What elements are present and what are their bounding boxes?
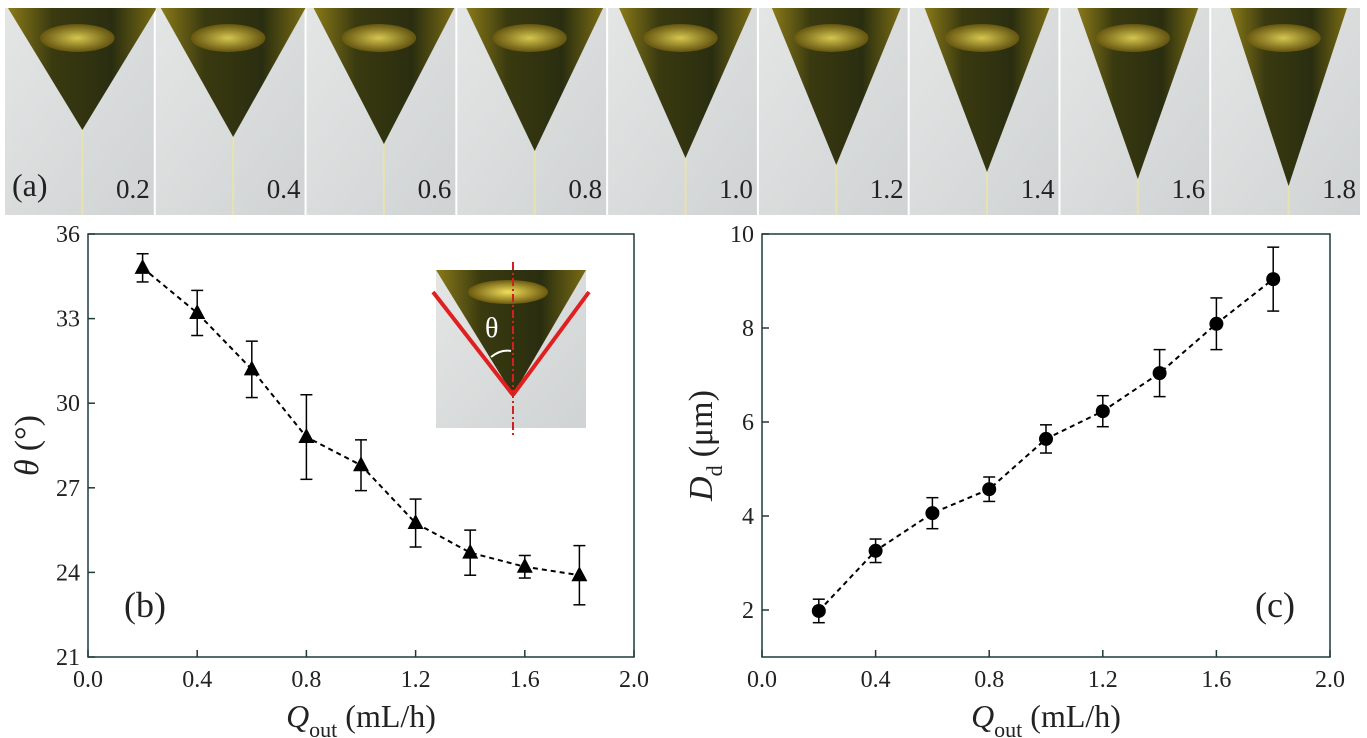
y-tick-label: 10 — [730, 222, 754, 248]
y-tick-label: 30 — [56, 391, 80, 417]
x-axis-label: Qout (mL/h) — [286, 698, 436, 738]
panel-label: (a) — [12, 167, 48, 203]
chart-panel: 0.0 0.4 0.8 1.2 1.6 2.0 2 4 6 8 10 Qout (mL/h) Dd (μm)… — [683, 222, 1345, 738]
marker — [244, 360, 260, 375]
photo-frame: 0.6 — [307, 8, 456, 215]
cone-glow — [191, 24, 265, 52]
marker — [1266, 272, 1280, 286]
photo-frame: 0.8 — [457, 8, 606, 215]
x-tick-label: 1.6 — [1201, 667, 1231, 693]
inset-glow — [468, 280, 548, 304]
marker — [925, 506, 939, 520]
marker — [189, 304, 205, 319]
y-tick-label: 24 — [56, 560, 80, 586]
x-tick-label: 1.2 — [401, 667, 431, 693]
y-axis-label: Dd (μm) — [683, 390, 727, 502]
x-label-subscript: out — [309, 717, 337, 738]
y-label-subscript: d — [702, 465, 727, 476]
frame-label: 0.2 — [116, 174, 150, 204]
cone-glow — [945, 24, 1019, 52]
x-label-symbol: Q — [971, 698, 994, 734]
y-tick-label: 21 — [56, 645, 80, 671]
y-label-unit: (μm) — [683, 390, 720, 457]
frame-label: 0.6 — [418, 174, 452, 204]
frame-label: 1.6 — [1171, 174, 1205, 204]
cone-glow — [342, 24, 416, 52]
cone-glow — [493, 24, 567, 52]
y-tick-label: 27 — [56, 476, 80, 502]
frame-label: 0.8 — [568, 174, 602, 204]
x-tick-label: 2.0 — [1315, 667, 1345, 693]
photo-frame: 1.2 — [759, 8, 908, 215]
marker — [869, 544, 883, 558]
x-label-unit: (mL/h) — [345, 698, 436, 734]
x-tick-label: 0.4 — [861, 667, 891, 693]
frame-label: 1.8 — [1322, 174, 1356, 204]
cone-glow — [794, 24, 868, 52]
panel-label: (b) — [124, 585, 166, 625]
x-label-subscript: out — [994, 717, 1022, 738]
marker — [1096, 404, 1110, 418]
x-label-symbol: Q — [286, 698, 309, 734]
y-label-symbol: D — [683, 476, 720, 502]
marker — [353, 456, 369, 471]
cone-glow — [643, 24, 717, 52]
marker — [982, 482, 996, 496]
marker — [812, 604, 826, 618]
marker — [135, 259, 151, 274]
x-tick-label: 0.0 — [747, 667, 777, 693]
x-tick-label: 0.4 — [182, 667, 212, 693]
y-tick-label: 8 — [742, 316, 754, 342]
x-label-unit: (mL/h) — [1030, 698, 1121, 734]
y-tick-label: 4 — [742, 504, 754, 530]
x-tick-label: 2.0 — [619, 667, 649, 693]
y-tick-label: 2 — [742, 598, 754, 624]
x-axis-label: Qout (mL/h) — [971, 698, 1121, 738]
y-tick-label: 6 — [742, 410, 754, 436]
cone-glow — [1246, 24, 1320, 52]
y-tick-label: 36 — [56, 222, 80, 248]
panel-label: (c) — [1255, 585, 1295, 625]
marker — [1209, 317, 1223, 331]
y-tick-label: 33 — [56, 307, 80, 333]
photo-frame: 0.4 — [156, 8, 306, 215]
figure: 0.2 0.4 0.6 0.8 1.0 1.2 1.4 1.6 1.8 (a) 0.0 0.4 0.8… — [0, 0, 1367, 738]
frame-label: 1.4 — [1021, 174, 1055, 204]
y-axis-label: θ (°) — [9, 415, 46, 476]
y-label-symbol: θ — [9, 459, 46, 476]
x-tick-label: 0.8 — [974, 667, 1004, 693]
marker — [1039, 432, 1053, 446]
x-tick-label: 1.2 — [1088, 667, 1118, 693]
marker — [1153, 366, 1167, 380]
frame-label: 1.0 — [719, 174, 753, 204]
frame-label: 0.4 — [267, 174, 301, 204]
photo-frame: 1.6 — [1060, 8, 1209, 215]
photo-strip: 0.2 0.4 0.6 0.8 1.0 1.2 1.4 1.6 1.8 (a) — [5, 8, 1360, 215]
marker — [462, 544, 478, 559]
frame-label: 1.2 — [870, 174, 904, 204]
photo-frame: 1.8 — [1211, 8, 1360, 215]
marker — [571, 566, 587, 581]
photo-frame: 1.4 — [910, 8, 1059, 215]
cone-glow — [1096, 24, 1170, 52]
inset: θ — [433, 262, 589, 436]
page: 0.2 0.4 0.6 0.8 1.0 1.2 1.4 1.6 1.8 (a) 0.0 0.4 0.8… — [0, 0, 1367, 738]
inset-label: θ — [485, 313, 498, 344]
marker — [408, 514, 424, 529]
photo-frame: 1.0 — [608, 8, 757, 215]
y-label-unit: (°) — [9, 415, 46, 451]
cone-glow — [40, 24, 114, 52]
x-tick-label: 0.8 — [291, 667, 321, 693]
x-tick-label: 1.6 — [510, 667, 540, 693]
